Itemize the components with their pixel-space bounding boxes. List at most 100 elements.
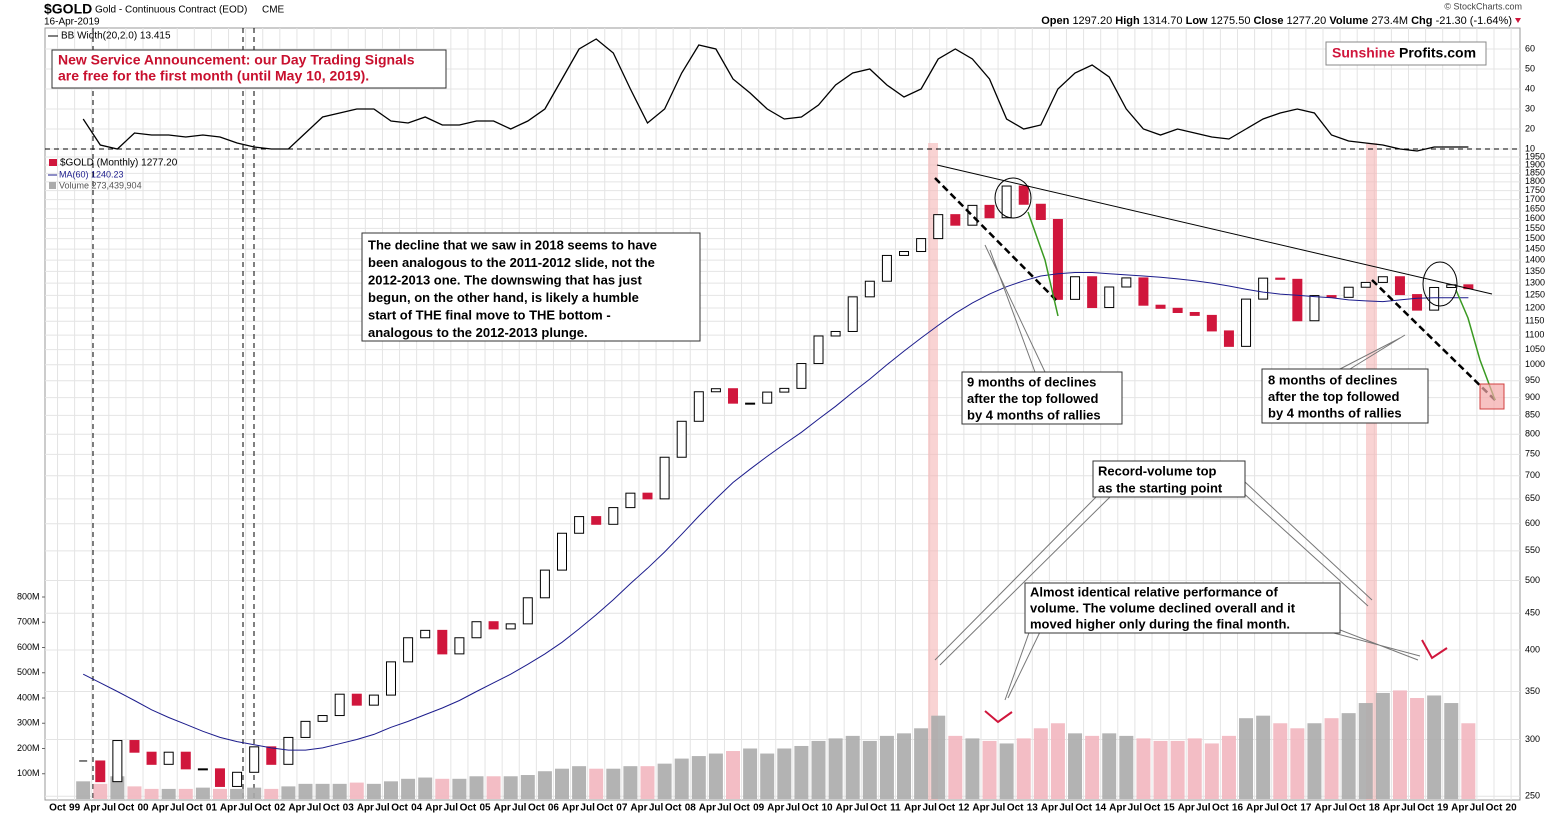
candle (762, 391, 773, 404)
x-tick-label: Apr (83, 803, 100, 814)
volume-bar (1016, 738, 1031, 799)
volume-bar (520, 775, 535, 799)
y-tick-label: 1700 (1525, 194, 1545, 204)
note-box (961, 371, 1123, 425)
candle (129, 740, 140, 753)
x-tick-label: Apr (1451, 803, 1468, 814)
x-tick-label: Apr (1246, 803, 1263, 814)
volume-bar (298, 783, 313, 799)
annotation-line: been analogous to the 2011-2012 slide, n… (368, 255, 655, 270)
volume-bar (230, 788, 245, 799)
annotation-line: after the top followed (1268, 389, 1400, 404)
y-tick-label: 1100 (1525, 330, 1544, 340)
volume-bar (1358, 703, 1373, 799)
annotation-line: 8 months of declines (1268, 372, 1397, 387)
x-tick-label: Apr (1041, 803, 1058, 814)
candle (334, 693, 345, 717)
y-tick-label: 500 (1525, 575, 1540, 585)
instrument-name: Gold - Continuous Contract (EOD) (95, 5, 247, 16)
x-tick-label: Apr (1383, 803, 1400, 814)
volume-bar (93, 783, 108, 799)
y2-tick-label: 400M (17, 692, 40, 702)
x-tick-label: 15 (1164, 803, 1176, 814)
candle (916, 238, 927, 253)
candle (454, 637, 465, 655)
target-box (1479, 383, 1505, 410)
candle (1070, 276, 1081, 300)
y-tick-label: 400 (1525, 644, 1540, 654)
candle (1292, 278, 1303, 322)
y-tick-label: 550 (1525, 545, 1540, 555)
note-box (361, 232, 701, 342)
candle (1206, 314, 1217, 332)
x-tick-label: Jul (854, 803, 869, 814)
pointer (984, 244, 1046, 373)
quote-value: 1297.20 (1072, 15, 1112, 27)
annotation-line: are free for the first month (until May … (58, 68, 369, 84)
candle (146, 751, 157, 765)
x-tick-label: 16 (1232, 803, 1244, 814)
candle (1189, 311, 1200, 316)
x-tick-label: Jul (991, 803, 1006, 814)
candle (1377, 276, 1388, 283)
x-tick-label: Jul (444, 803, 459, 814)
x-tick-label: Jul (580, 803, 595, 814)
volume-bar (1444, 703, 1459, 799)
x-tick-label: 19 (1437, 803, 1449, 814)
y2-tick-label: 600M (17, 642, 40, 652)
x-tick-label: Jul (1059, 803, 1074, 814)
annotation-line: begun, on the other hand, is likely a hu… (368, 290, 639, 305)
volume-bar (1050, 723, 1065, 799)
volume-bar (212, 788, 227, 799)
candle (1018, 185, 1029, 205)
x-tick-label: Jul (649, 803, 664, 814)
highlights (45, 28, 1520, 800)
candle (1275, 277, 1286, 280)
candle (351, 693, 362, 706)
candle (1087, 276, 1098, 309)
candle (881, 254, 892, 282)
candle (1309, 295, 1320, 322)
y-tick-label: 1450 (1525, 244, 1545, 254)
volume-bar (623, 766, 638, 799)
quote: Open 1297.20 High 1314.70 Low 1275.50 Cl… (1041, 15, 1512, 27)
volume-bar (76, 781, 91, 799)
x-tick-label: Jul (717, 803, 732, 814)
y-tick-label: 1350 (1525, 266, 1545, 276)
candle (625, 492, 636, 509)
volume-bar (1324, 718, 1339, 799)
volume-bar (401, 778, 416, 799)
x-tick-label: Oct (460, 803, 477, 814)
y-tick-label: 1400 (1525, 254, 1545, 264)
volume-bar (965, 738, 980, 799)
x-tick-label: Apr (425, 803, 442, 814)
y-tick-label: 800 (1525, 429, 1540, 439)
x-tick-label: Oct (802, 803, 819, 814)
quote-label: Low (1186, 15, 1208, 27)
circle-marker (994, 177, 1032, 219)
annotation-line: by 4 months of rallies (1268, 405, 1402, 420)
projection-line (1027, 211, 1059, 317)
x-tick-label: Oct (665, 803, 682, 814)
indicator-line (82, 38, 1469, 152)
candle (95, 760, 106, 783)
x-tick-label: Jul (238, 803, 253, 814)
x-tick-label: Jul (102, 803, 117, 814)
candle (1104, 286, 1115, 309)
volume-bar (1102, 733, 1117, 799)
candle (1429, 286, 1440, 311)
candle (1223, 330, 1234, 347)
volume-bar (1033, 728, 1048, 799)
annotation-line: Record-volume top (1098, 463, 1217, 478)
y-tick-label: 1200 (1525, 302, 1545, 312)
x-tick-label: Oct (1417, 803, 1434, 814)
x-tick-label: Oct (1349, 803, 1366, 814)
volume-bar (982, 740, 997, 799)
x-tick-label: 20 (1506, 803, 1518, 814)
x-tick-label: Oct (49, 803, 66, 814)
indicator-tick-label: 50 (1525, 63, 1535, 73)
candle (1052, 218, 1063, 300)
y-tick-label: 1150 (1525, 316, 1544, 326)
